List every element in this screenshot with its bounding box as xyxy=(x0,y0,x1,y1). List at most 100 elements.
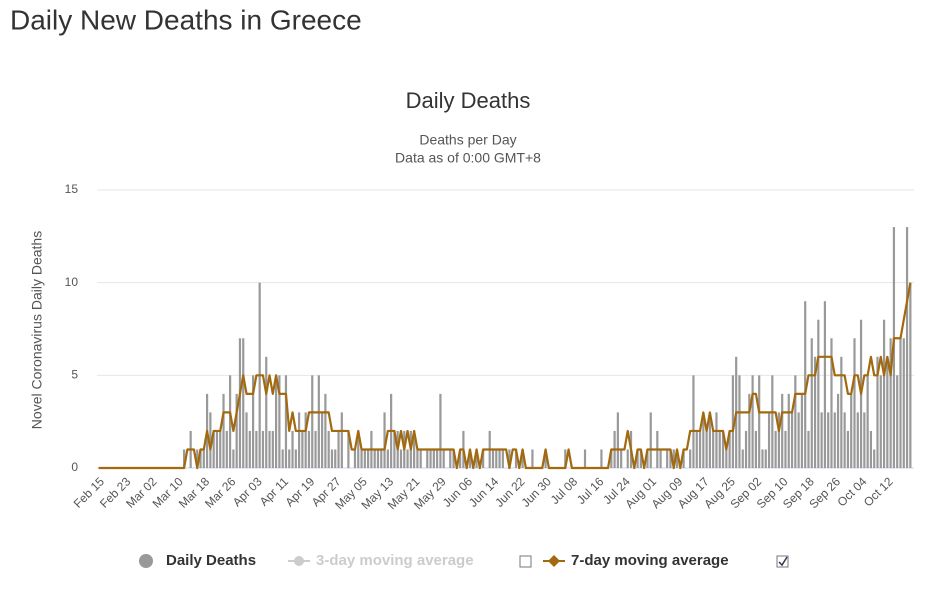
bar xyxy=(715,412,718,468)
bar xyxy=(294,449,297,468)
bar xyxy=(899,338,902,468)
bar xyxy=(219,430,222,468)
bar xyxy=(363,449,366,468)
bar xyxy=(482,449,485,468)
bar xyxy=(666,449,669,468)
bar xyxy=(373,449,376,468)
bar xyxy=(413,430,416,468)
bar xyxy=(725,449,728,468)
bar xyxy=(843,412,846,468)
bar xyxy=(419,449,422,468)
bar xyxy=(399,449,403,468)
bar xyxy=(196,449,199,468)
bar xyxy=(813,356,817,468)
bar xyxy=(212,430,215,468)
bar xyxy=(712,430,715,468)
bar xyxy=(669,449,672,468)
bar xyxy=(823,301,827,468)
bar xyxy=(439,393,442,468)
bar xyxy=(846,430,850,468)
bar xyxy=(790,412,794,468)
bar xyxy=(468,449,472,468)
bar xyxy=(367,449,370,468)
bar xyxy=(357,430,360,468)
bar xyxy=(202,449,205,468)
legend-item[interactable]: Daily Deaths xyxy=(139,552,256,569)
bar xyxy=(649,412,652,468)
bar xyxy=(251,375,255,468)
bar xyxy=(866,375,869,468)
bar xyxy=(245,412,248,468)
bar xyxy=(758,375,761,468)
bar xyxy=(268,430,271,468)
bar xyxy=(491,449,495,468)
legend-symbol xyxy=(294,556,304,566)
legend-item[interactable]: 7-day moving average xyxy=(543,552,729,569)
bar xyxy=(508,449,511,468)
bar xyxy=(810,338,813,468)
bar xyxy=(764,449,767,468)
checkbox-box xyxy=(519,555,532,568)
bar xyxy=(639,449,642,468)
bar xyxy=(498,449,501,468)
bar xyxy=(616,412,619,468)
bar xyxy=(636,449,639,468)
legend-checkbox[interactable] xyxy=(519,555,532,568)
bar xyxy=(807,430,810,468)
legend-item[interactable]: 3-day moving average xyxy=(288,552,474,569)
bar xyxy=(376,449,380,468)
bar xyxy=(275,375,278,468)
bar xyxy=(610,449,613,468)
y-tick-label: 0 xyxy=(71,460,78,474)
bar xyxy=(902,338,905,468)
legend-label: Daily Deaths xyxy=(166,552,256,569)
y-tick-label: 15 xyxy=(65,182,79,196)
moving-average-line xyxy=(98,282,912,470)
bar xyxy=(856,412,859,468)
bar xyxy=(261,430,265,468)
bar xyxy=(265,356,268,468)
y-axis-label: Novel Coronavirus Daily Deaths xyxy=(29,231,45,429)
bar xyxy=(426,449,429,468)
bar xyxy=(863,412,866,468)
bar xyxy=(886,356,889,468)
y-tick-label: 10 xyxy=(65,275,79,289)
legend-checkbox[interactable] xyxy=(776,555,789,568)
bar xyxy=(751,375,754,468)
bar xyxy=(767,412,771,468)
bar xyxy=(869,430,873,468)
bar xyxy=(804,301,807,468)
bar xyxy=(672,449,675,468)
bar xyxy=(784,430,787,468)
x-tick-label: Oct 12 xyxy=(861,474,896,509)
bar xyxy=(646,449,649,468)
bar xyxy=(242,338,245,468)
bar xyxy=(514,449,518,468)
bar xyxy=(721,430,725,468)
bar xyxy=(360,449,363,468)
bar xyxy=(291,430,294,468)
bar xyxy=(475,449,478,468)
bar xyxy=(889,338,892,468)
bar xyxy=(850,393,853,468)
bar xyxy=(449,449,452,468)
bar xyxy=(777,412,781,468)
bar xyxy=(321,412,324,468)
bar xyxy=(840,356,843,468)
bar xyxy=(416,449,419,468)
bar xyxy=(853,338,856,468)
bar xyxy=(583,449,587,468)
bar xyxy=(544,449,547,468)
bar xyxy=(432,449,435,468)
x-tick-label: Mar 26 xyxy=(202,474,239,511)
x-tick-label: Jun 30 xyxy=(519,474,555,510)
bar xyxy=(311,375,314,468)
bar xyxy=(278,375,281,468)
legend-symbol xyxy=(139,554,153,568)
bar xyxy=(820,412,823,468)
bar xyxy=(781,393,784,468)
bar xyxy=(281,449,284,468)
x-tick-label: Jul 08 xyxy=(548,474,581,507)
bar xyxy=(314,430,317,468)
bar xyxy=(271,430,274,468)
